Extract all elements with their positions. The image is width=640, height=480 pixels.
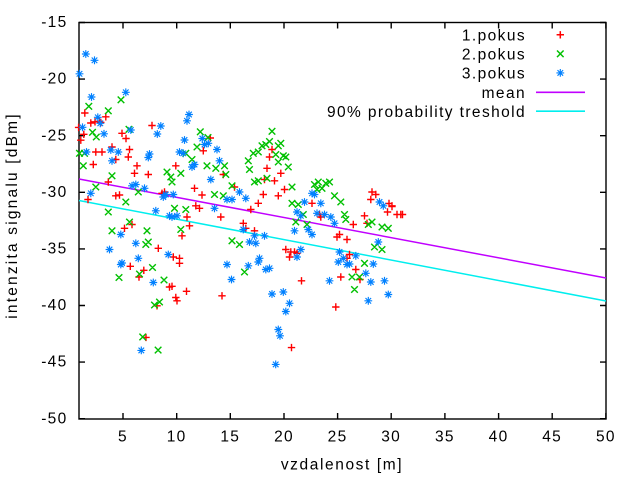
- svg-text:-15: -15: [41, 14, 67, 31]
- svg-text:30: 30: [381, 429, 401, 446]
- svg-text:50: 50: [596, 429, 616, 446]
- svg-text:-25: -25: [41, 127, 67, 144]
- svg-text:45: 45: [542, 429, 562, 446]
- svg-text:-30: -30: [41, 184, 67, 201]
- svg-text:25: 25: [328, 429, 348, 446]
- svg-text:intenzita signalu [dBm]: intenzita signalu [dBm]: [4, 112, 21, 319]
- svg-text:35: 35: [435, 429, 455, 446]
- svg-text:-45: -45: [41, 354, 67, 371]
- svg-text:1.pokus: 1.pokus: [462, 27, 526, 44]
- svg-text:-50: -50: [41, 410, 67, 427]
- svg-text:-20: -20: [41, 71, 67, 88]
- svg-text:10: 10: [167, 429, 187, 446]
- svg-text:vzdalenost [m]: vzdalenost [m]: [281, 457, 403, 474]
- svg-text:20: 20: [274, 429, 294, 446]
- svg-text:40: 40: [489, 429, 509, 446]
- svg-text:-35: -35: [41, 241, 67, 258]
- svg-text:-40: -40: [41, 297, 67, 314]
- svg-text:2.pokus: 2.pokus: [462, 46, 526, 63]
- svg-text:3.pokus: 3.pokus: [462, 66, 526, 83]
- svg-text:90% probability treshold: 90% probability treshold: [327, 104, 526, 121]
- svg-text:15: 15: [220, 429, 240, 446]
- svg-text:5: 5: [118, 429, 128, 446]
- svg-text:mean: mean: [482, 85, 526, 102]
